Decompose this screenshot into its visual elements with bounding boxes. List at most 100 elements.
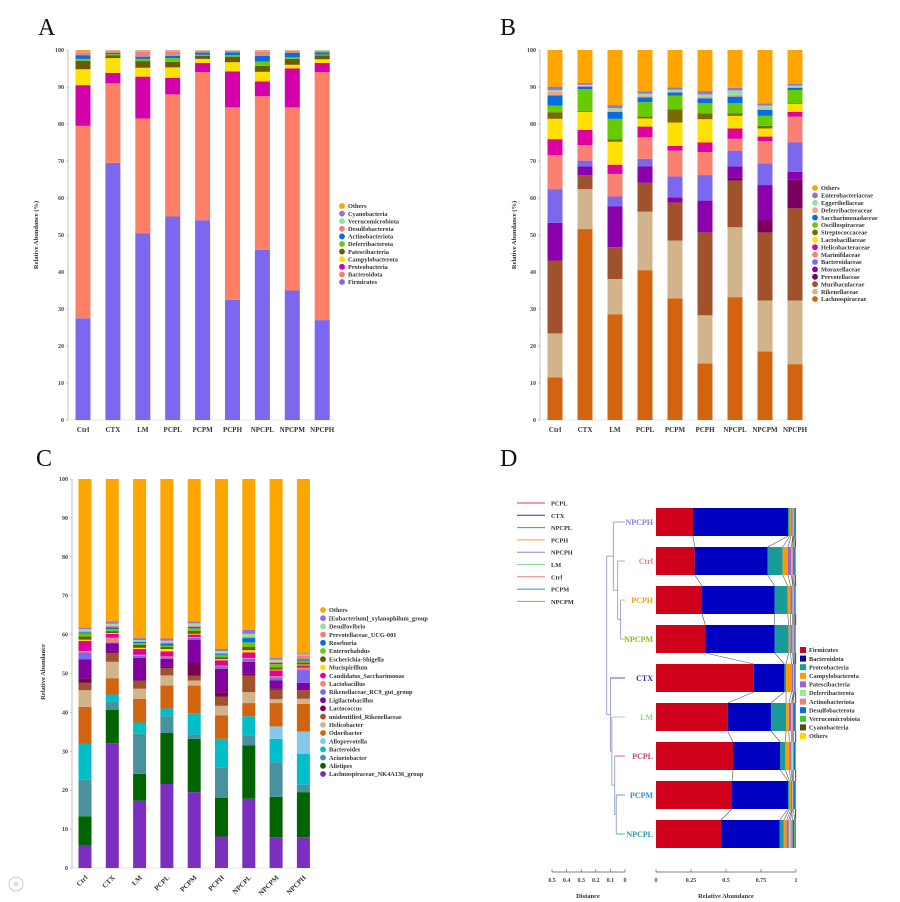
legend-marker-oscillospiraceae: [812, 222, 818, 228]
bar-segment-npcph-lachnospiraceae: [787, 364, 803, 420]
connector-line: [731, 769, 734, 782]
bar-segment-lm-enterorhabdus: [133, 643, 147, 645]
bar-segment-pcpl-alistipes: [160, 733, 174, 784]
legend-marker-eggerthellaceae: [812, 199, 818, 206]
bar-segment-lm-desulfobacterota: [135, 51, 151, 57]
legend-label: Desulfobacterota: [809, 707, 856, 714]
sample-label-pcpm: PCPM: [630, 791, 654, 800]
legend-marker-deferribacteraceae: [812, 207, 818, 214]
bar-segment-ctx-lactobacillaceae: [577, 111, 593, 130]
bar-segment-pcpm-prevotellaceae-ucg-001: [187, 625, 201, 627]
y-tick-label: 50: [530, 233, 536, 239]
x-tick-label: PCPM: [192, 426, 213, 434]
bar-segment-pcph-proteobacteria: [774, 586, 788, 614]
panel-c-ylabel: Relative Abundance: [40, 644, 47, 700]
bar-segment-ctrl-acinetobacter: [78, 779, 92, 817]
bar-segment-pcph-rikenellaceae-rc9-gut-group: [215, 666, 228, 669]
y-tick-label: 0: [61, 418, 64, 424]
bar-segment-npcpm-enterobacteriaceae: [757, 103, 773, 106]
legend-marker-lachnospiraceae-nk4a136-group: [320, 771, 326, 777]
bar-segment-lm-campylobacterota: [786, 703, 789, 731]
bar-segment-pcpm-patescibacteria: [790, 781, 793, 809]
legend-label: Enterobacteriaceae: [821, 193, 873, 200]
y-tick-label: 0: [533, 418, 536, 424]
connector-line: [792, 808, 794, 821]
bar-segment-npcpm-oscillospiraceae: [757, 115, 773, 126]
bar-segment-npcpm-lachnospiraceae: [757, 351, 773, 420]
bar-segment-npcph-acinetobacter: [296, 784, 310, 793]
x-tick-label: Ctrl: [549, 426, 561, 434]
legend-label: Campylobacterota: [348, 256, 399, 263]
bar-segment-lm-eggerthellaceae: [607, 108, 623, 111]
legend-marker-proteobacteria: [800, 664, 806, 671]
bar-segment-npcph-campylobacterota: [314, 59, 330, 63]
connector-line: [791, 691, 795, 704]
legend-marker-verrucomicrobiota: [800, 715, 806, 722]
bar-segment-npcph-bacteroidota: [314, 72, 330, 321]
bar-segment-npcpm-deferribacteraceae: [757, 108, 773, 110]
connector-line: [785, 652, 790, 665]
bar-segment-lm-deferribacterota: [135, 58, 151, 62]
bar-segment-ctrl-helicobacter: [78, 690, 92, 707]
bar-segment-ctx-prevotellaceae-ucg-001: [105, 625, 119, 628]
bar-segment-npcph-enterorhabdus: [296, 660, 310, 663]
legend-marker-desulfovibrio: [320, 623, 326, 630]
bar-segment-ctrl-oscillospiraceae: [547, 105, 563, 113]
y-tick-label: 20: [58, 344, 64, 350]
bar-segment-npcpm-streptococcaceae: [757, 125, 773, 129]
legend-label: Alistipes: [329, 763, 353, 770]
bar-segment-ctx-marinifilaceae: [577, 145, 593, 161]
bar-segment-pcpl-proteobacteria: [165, 77, 181, 95]
bar-segment-ctrl-others: [75, 50, 91, 51]
bar-segment-pcpl-ligilactobacillus: [160, 658, 174, 667]
bar-segment-npcph-desulfobacterota: [314, 50, 330, 53]
legend-marker-streptococcaceae: [812, 229, 818, 236]
legend-label: Enterorhabdus: [329, 648, 370, 655]
bar-segment-lm-actinobacteriota: [792, 703, 794, 731]
connector-line: [790, 808, 793, 821]
bar-segment-pcpm-actinobacteriota: [195, 52, 211, 55]
bar-segment-lm-oscillospiraceae: [607, 118, 623, 140]
bar-segment-pcph-lactobacillus: [215, 665, 228, 667]
legend-marker-firmicutes: [339, 279, 345, 285]
connector-line: [767, 574, 775, 587]
bar-segment-npcpm-rikenellaceae: [757, 300, 773, 352]
bar-segment-ctx-firmicutes: [656, 664, 754, 692]
bar-segment-ctrl-candidatus-saccharimonas: [78, 640, 92, 651]
bar-segment-npcpm-patescibacteria: [790, 625, 793, 653]
connector-line: [791, 535, 794, 548]
x-tick-label: NPCPH: [783, 426, 808, 434]
bar-segment-npcph-prevotellaceae: [787, 179, 803, 209]
bar-segment-pcpm-campylobacterota: [195, 58, 211, 63]
bar-segment-pcph-lachnospiraceae-nk4a136-group: [215, 836, 228, 868]
bar-segment-npcpl-bacteroidota: [720, 820, 780, 848]
bar-segment-pcpl-proteobacteria: [780, 742, 786, 770]
bar-segment-pcpl-saccharimonadaceae: [637, 97, 653, 103]
bar-segment-npcpl-moraxellaceae: [727, 166, 743, 178]
bar-segment-npcpl-streptococcaceae: [727, 113, 743, 116]
bar-segment-ctrl-deferribacterota: [791, 547, 793, 575]
bar-segment-npcpl-oscillospiraceae: [727, 103, 743, 114]
distance-tick-label: 0.1: [607, 878, 615, 884]
bar-segment-pcph-muribaculaceae: [697, 232, 713, 316]
bar-segment-pcpl-unidentified-rikenellaceae: [160, 668, 174, 676]
bar-segment-npcph-bacteroidota: [692, 508, 789, 536]
bar-segment-lm-campylobacterota: [135, 67, 151, 77]
bar-segment-npcph-alloprevotella: [296, 731, 310, 754]
legend-marker-bacteroidota: [800, 655, 806, 662]
legend-label: Candidatus_Saccharimonas: [329, 673, 405, 680]
bar-segment-ctx-lachnospiraceae-nk4a136-group: [105, 743, 119, 868]
bar-segment-npcpm-firmicutes: [284, 290, 300, 420]
bar-segment-pcph-bacteroides: [215, 738, 228, 768]
y-tick-label: 60: [62, 633, 68, 639]
bar-segment-npcpm-moraxellaceae: [757, 185, 773, 220]
legend-marker-enterorhabdus: [320, 648, 326, 654]
x-tick-label: CTX: [106, 426, 121, 434]
bar-segment-pcpl-patescibacteria: [165, 61, 181, 68]
bar-segment-ctrl-actinobacteriota: [75, 55, 91, 59]
legend-label: Others: [809, 733, 828, 740]
bar-segment-npcpm-desulfobacterota: [794, 625, 796, 653]
legend-label: Actinobacteriota: [809, 699, 855, 706]
legend-label: Alloprevotella: [329, 738, 368, 745]
bar-segment-pcph-alistipes: [215, 797, 228, 837]
